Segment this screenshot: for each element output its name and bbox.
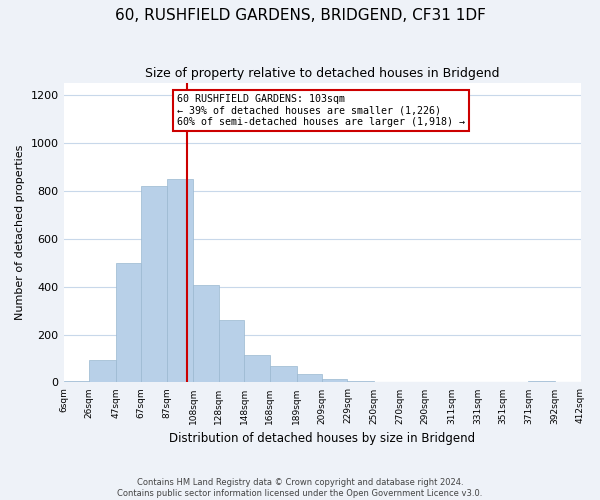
Text: 60, RUSHFIELD GARDENS, BRIDGEND, CF31 1DF: 60, RUSHFIELD GARDENS, BRIDGEND, CF31 1D… <box>115 8 485 22</box>
Bar <box>167 179 193 382</box>
Bar <box>193 286 219 382</box>
Bar <box>89 360 116 382</box>
Bar <box>64 381 89 382</box>
Text: 60 RUSHFIELD GARDENS: 103sqm
← 39% of detached houses are smaller (1,226)
60% of: 60 RUSHFIELD GARDENS: 103sqm ← 39% of de… <box>177 94 465 126</box>
Bar <box>116 262 141 382</box>
Bar <box>270 366 296 382</box>
Bar <box>296 374 322 382</box>
Bar <box>322 379 347 382</box>
Text: Contains HM Land Registry data © Crown copyright and database right 2024.
Contai: Contains HM Land Registry data © Crown c… <box>118 478 482 498</box>
Title: Size of property relative to detached houses in Bridgend: Size of property relative to detached ho… <box>145 68 499 80</box>
Bar <box>219 320 244 382</box>
Y-axis label: Number of detached properties: Number of detached properties <box>15 145 25 320</box>
Bar <box>347 381 374 382</box>
X-axis label: Distribution of detached houses by size in Bridgend: Distribution of detached houses by size … <box>169 432 475 445</box>
Bar <box>141 186 167 382</box>
Bar <box>528 381 555 382</box>
Bar <box>244 355 270 382</box>
